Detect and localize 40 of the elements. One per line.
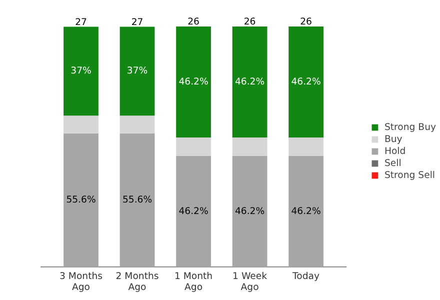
bar bbox=[64, 116, 98, 134]
data-label: 37% bbox=[126, 66, 148, 77]
data-label: 46.2% bbox=[291, 206, 321, 217]
annotation: 26 bbox=[188, 16, 200, 28]
bar bbox=[176, 26, 211, 138]
x-tick-label: Today bbox=[292, 270, 320, 282]
legend-label: Sell bbox=[384, 157, 402, 169]
annotation: 26 bbox=[300, 16, 312, 28]
data-label: 37% bbox=[70, 66, 92, 77]
data-label: 46.2% bbox=[178, 206, 208, 217]
bar bbox=[232, 137, 268, 156]
annotation: 26 bbox=[244, 16, 256, 28]
data-label: 46.2% bbox=[234, 206, 265, 217]
bar bbox=[176, 156, 211, 267]
bar bbox=[288, 137, 324, 156]
bar bbox=[232, 156, 268, 267]
annotation: 27 bbox=[75, 16, 88, 28]
bar bbox=[120, 26, 155, 116]
data-label: 55.6% bbox=[66, 194, 96, 206]
bar bbox=[288, 26, 324, 138]
bar bbox=[288, 156, 324, 267]
x-tick-label: 1 Month Ago bbox=[174, 270, 213, 293]
bar bbox=[120, 133, 155, 267]
x-tick-label: 1 Week Ago bbox=[232, 270, 268, 293]
x-tick-label: 2 Months Ago bbox=[116, 270, 159, 293]
legend-label: Strong Buy bbox=[384, 121, 436, 133]
annotation: 27 bbox=[131, 16, 144, 28]
legend-label: Buy bbox=[384, 133, 404, 145]
bar bbox=[176, 137, 211, 156]
legend-label: Hold bbox=[384, 145, 406, 157]
legend-label: Strong Sell bbox=[384, 169, 436, 181]
data-label: 46.2% bbox=[234, 76, 265, 88]
data-label: 46.2% bbox=[178, 76, 208, 88]
bar bbox=[232, 26, 268, 138]
bar bbox=[64, 26, 98, 116]
bar bbox=[64, 133, 98, 267]
bar bbox=[120, 116, 155, 134]
x-tick-label: 3 Months Ago bbox=[60, 270, 103, 293]
data-label: 55.6% bbox=[122, 194, 152, 206]
data-label: 46.2% bbox=[291, 76, 321, 88]
